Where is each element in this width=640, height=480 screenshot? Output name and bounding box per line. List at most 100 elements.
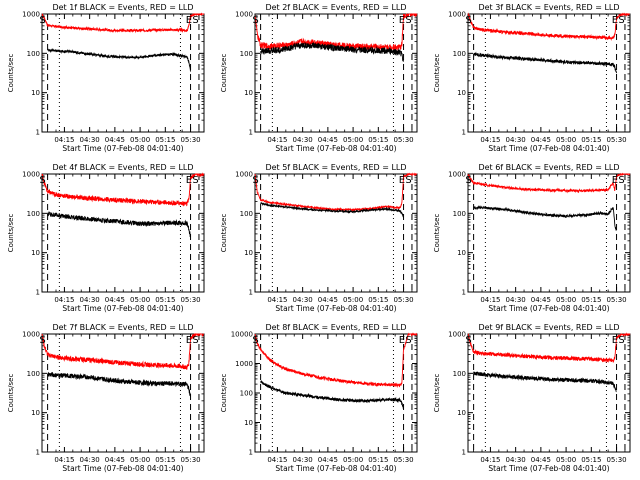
panel-title: Det 2f BLACK = Events, RED = LLD <box>265 3 406 12</box>
y-tick-label: 100 <box>453 210 466 218</box>
y-axis-label: Counts/sec <box>433 374 441 413</box>
x-tick-label: 04:45 <box>531 136 551 144</box>
plot-frame <box>41 173 205 293</box>
plot-frame <box>41 333 205 453</box>
plot-frame <box>254 173 418 293</box>
lld-rate-series <box>467 172 631 194</box>
marker-letter: S <box>618 175 624 186</box>
x-axis-label: Start Time (07-Feb-08 04:01:40) <box>488 464 609 473</box>
marker-letter: E <box>612 15 618 26</box>
x-tick-label: 05:15 <box>581 456 601 464</box>
x-tick-label: 04:30 <box>506 136 526 144</box>
x-tick-label: 05:00 <box>343 456 363 464</box>
x-tick-label: 05:15 <box>581 136 601 144</box>
panel-det-3: Det 3f BLACK = Events, RED = LLD Start Ti… <box>433 3 631 153</box>
panel-det-8: Det 8f BLACK = Events, RED = LLD Start Ti… <box>220 323 418 473</box>
marker-letter: E <box>186 15 192 26</box>
events-rate-series <box>473 205 617 231</box>
marker-letter: S <box>192 335 198 346</box>
plot-frame <box>254 13 418 133</box>
y-tick-label: 100 <box>240 390 253 398</box>
x-tick-label: 05:30 <box>393 296 413 304</box>
x-axis-label: Start Time (07-Feb-08 04:01:40) <box>62 144 183 153</box>
x-axis-label: Start Time (07-Feb-08 04:01:40) <box>275 464 396 473</box>
x-axis-label: Start Time (07-Feb-08 04:01:40) <box>488 144 609 153</box>
y-tick-label: 10000 <box>231 331 253 339</box>
panel-title: Det 5f BLACK = Events, RED = LLD <box>265 163 406 172</box>
x-tick-label: 04:15 <box>480 296 500 304</box>
y-tick-label: 1 <box>36 449 40 457</box>
lld-rate-series <box>467 12 630 41</box>
marker-letter: S <box>252 175 258 186</box>
x-tick-label: 05:15 <box>368 136 388 144</box>
x-axis-label: Start Time (07-Feb-08 04:01:40) <box>275 144 396 153</box>
x-tick-label: 04:30 <box>293 296 313 304</box>
y-tick-label: 100 <box>240 210 253 218</box>
marker-letter: S <box>465 175 471 186</box>
y-axis-label: Counts/sec <box>220 54 228 93</box>
y-tick-label: 1 <box>462 449 466 457</box>
marker-letter: S <box>39 335 45 346</box>
events-rate-series <box>47 48 191 72</box>
panel-det-4: Det 4f BLACK = Events, RED = LLD Start Ti… <box>7 163 205 313</box>
x-tick-label: 04:30 <box>506 456 526 464</box>
lld-rate-series <box>254 332 418 388</box>
x-tick-label: 05:00 <box>343 136 363 144</box>
marker-letter: S <box>252 335 258 346</box>
x-tick-label: 05:00 <box>130 296 150 304</box>
marker-letter: S <box>618 15 624 26</box>
y-tick-label: 1000 <box>235 11 253 19</box>
x-tick-label: 04:15 <box>267 456 287 464</box>
y-tick-label: 1000 <box>22 11 40 19</box>
panel-det-6: Det 6f BLACK = Events, RED = LLD Start Ti… <box>433 163 631 313</box>
y-axis-label: Counts/sec <box>7 374 15 413</box>
x-tick-label: 04:45 <box>105 136 125 144</box>
y-axis-label: Counts/sec <box>220 374 228 413</box>
marker-letter: S <box>39 15 45 26</box>
x-tick-label: 05:15 <box>368 296 388 304</box>
y-tick-label: 1000 <box>22 331 40 339</box>
y-tick-label: 10 <box>457 89 466 97</box>
x-tick-label: 04:45 <box>318 296 338 304</box>
y-axis-label: Counts/sec <box>220 214 228 253</box>
y-tick-label: 10 <box>31 89 40 97</box>
lld-rate-series <box>41 12 205 34</box>
x-tick-label: 05:30 <box>180 456 200 464</box>
x-tick-label: 04:15 <box>54 136 74 144</box>
lld-rate-series <box>467 332 631 364</box>
x-tick-label: 04:45 <box>318 136 338 144</box>
marker-letter: S <box>405 15 411 26</box>
y-axis-label: Counts/sec <box>7 214 15 253</box>
x-tick-label: 04:30 <box>293 136 313 144</box>
marker-letter: S <box>465 15 471 26</box>
events-rate-series <box>260 380 404 410</box>
marker-letter: S <box>192 175 198 186</box>
x-tick-label: 05:30 <box>606 296 626 304</box>
x-tick-label: 04:30 <box>506 296 526 304</box>
marker-letter: S <box>618 335 624 346</box>
y-tick-label: 1000 <box>22 171 40 179</box>
marker-letter: S <box>405 175 411 186</box>
y-tick-label: 1 <box>249 129 253 137</box>
panel-title: Det 7f BLACK = Events, RED = LLD <box>52 323 193 332</box>
panel-title: Det 8f BLACK = Events, RED = LLD <box>265 323 406 332</box>
plot-frame <box>467 333 631 453</box>
x-axis-label: Start Time (07-Feb-08 04:01:40) <box>62 464 183 473</box>
lld-rate-series <box>254 172 418 212</box>
x-tick-label: 05:15 <box>155 136 175 144</box>
y-tick-label: 1 <box>249 449 253 457</box>
x-tick-label: 04:45 <box>105 296 125 304</box>
x-tick-label: 05:15 <box>368 456 388 464</box>
marker-letter: S <box>192 15 198 26</box>
x-tick-label: 04:15 <box>480 136 500 144</box>
panel-det-2: Det 2f BLACK = Events, RED = LLD Start Ti… <box>220 3 418 153</box>
marker-letter: E <box>399 335 405 346</box>
x-tick-label: 04:15 <box>480 456 500 464</box>
panel-det-7: Det 7f BLACK = Events, RED = LLD Start Ti… <box>7 323 205 473</box>
y-tick-label: 10 <box>31 249 40 257</box>
y-tick-label: 10 <box>244 89 253 97</box>
marker-letter: S <box>405 335 411 346</box>
events-rate-series <box>260 201 404 218</box>
x-tick-label: 05:30 <box>180 296 200 304</box>
